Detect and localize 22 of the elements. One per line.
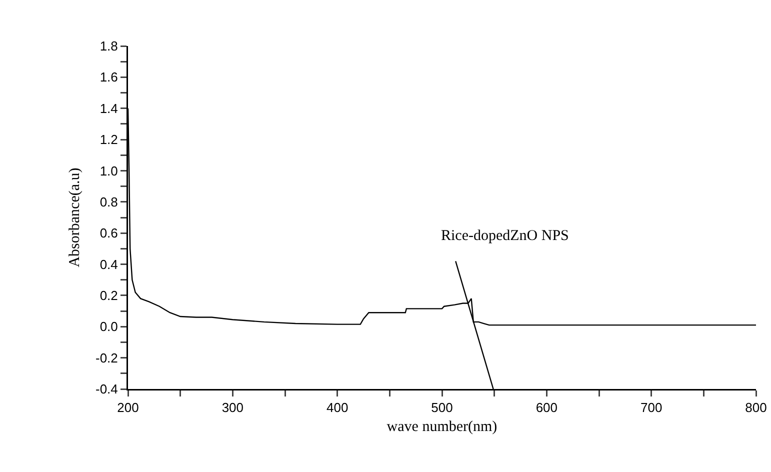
y-tick-label: 1.6 (100, 70, 118, 85)
x-tick-label: 500 (431, 400, 453, 416)
y-tick-label: 1.8 (100, 38, 118, 54)
y-tick-label: 1.0 (100, 163, 118, 178)
y-tick-label: 0.6 (100, 226, 118, 241)
y-tick-label: 0.2 (100, 288, 118, 303)
y-tick-label: 0.0 (100, 319, 118, 334)
x-tick-label: 200 (117, 400, 139, 416)
annotation: Rice-dopedZnO NPS (441, 228, 569, 244)
y-tick-label: 0.4 (100, 256, 118, 272)
x-tick-label: 400 (326, 400, 348, 416)
x-tick-label: 800 (745, 400, 767, 416)
y-tick-label: -0.2 (95, 350, 118, 366)
x-tick-label: 300 (222, 400, 244, 416)
y-axis-title: Absorbance(a.u) (66, 168, 83, 268)
x-axis-title: wave number(nm) (386, 418, 498, 435)
y-tick-label: 1.2 (100, 132, 118, 148)
y-tick-label: 0.8 (100, 194, 118, 210)
y-tick-label: 1.4 (100, 100, 118, 116)
x-tick-label: 700 (640, 400, 662, 416)
y-tick-label: -0.4 (95, 382, 118, 397)
x-tick-label: 600 (536, 400, 558, 416)
